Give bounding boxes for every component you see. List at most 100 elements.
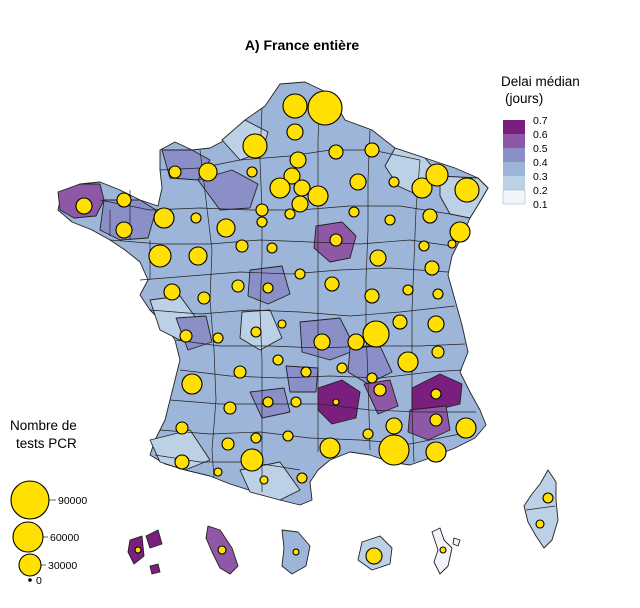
pcr-bubble [282, 93, 308, 119]
pcr-bubble [411, 177, 433, 199]
pcr-bubble [535, 519, 545, 529]
pcr-bubble [349, 173, 367, 191]
pcr-bubble [179, 329, 193, 343]
pcr-bubble [324, 276, 340, 292]
pcr-bubble [392, 314, 408, 330]
color-tick-4: 0.3 [533, 171, 548, 183]
pcr-bubble [365, 547, 383, 565]
pcr-bubble [296, 472, 308, 484]
pcr-bubble [542, 492, 554, 504]
pcr-bubble [231, 279, 245, 293]
pcr-bubble [388, 176, 400, 188]
pcr-bubble [256, 216, 268, 228]
pcr-bubble [190, 212, 202, 224]
pcr-bubble [429, 413, 443, 427]
color-legend-swatches [502, 120, 526, 205]
pcr-bubble [217, 545, 227, 555]
pcr-bubble [424, 260, 440, 276]
pcr-bubble [148, 244, 172, 268]
size-legend-label-30000: 30000 [48, 560, 77, 572]
pcr-bubble [197, 291, 211, 305]
dept-region-brittany-mid [99, 199, 157, 241]
color-legend-ticks: 0.7 0.6 0.5 0.4 0.3 0.2 0.1 [533, 115, 548, 211]
size-legend-title-line2: tests PCR [16, 436, 77, 451]
pcr-bubble [134, 546, 142, 554]
pcr-bubble [250, 326, 262, 338]
pcr-bubble [269, 177, 291, 199]
pcr-bubble [329, 233, 343, 247]
pcr-bubble [168, 165, 182, 179]
color-swatch-5 [502, 189, 526, 205]
pcr-bubble [262, 396, 274, 408]
pcr-bubble [175, 421, 189, 435]
pcr-bubbles-layer [75, 90, 554, 565]
pcr-bubble [188, 246, 208, 266]
dept-region-drome [363, 379, 399, 415]
pcr-bubble [418, 240, 430, 252]
pcr-bubble [290, 396, 302, 408]
size-legend-circle-60000 [12, 521, 44, 553]
pcr-bubble [272, 354, 284, 366]
color-swatch-2 [503, 148, 525, 162]
pcr-bubble [373, 383, 387, 397]
pcr-bubble [284, 208, 296, 220]
pcr-bubble [455, 417, 477, 439]
pcr-bubble [402, 284, 414, 296]
pcr-bubble [449, 221, 471, 243]
corsica-border [525, 505, 556, 511]
pcr-bubble [336, 362, 348, 374]
pcr-bubble [116, 192, 132, 208]
pcr-bubble [431, 345, 445, 359]
pcr-bubble [115, 221, 133, 239]
pcr-bubble [369, 249, 387, 267]
pcr-bubble [198, 162, 218, 182]
pcr-bubble [221, 437, 235, 451]
pcr-bubble [240, 448, 264, 472]
pcr-bubble [307, 90, 343, 126]
size-legend: Nombre de tests PCR 90000 60000 30000 0 [10, 418, 87, 587]
metropolitan-france-map [57, 81, 559, 549]
pcr-bubble [385, 417, 403, 435]
pcr-bubble [246, 166, 258, 178]
pcr-bubble [397, 351, 419, 373]
pcr-bubble [319, 437, 341, 459]
pcr-bubble [163, 283, 181, 301]
pcr-bubble [262, 282, 274, 294]
pcr-bubble [286, 123, 304, 141]
pcr-bubble [378, 434, 410, 466]
size-legend-title-line1: Nombre de [10, 418, 77, 433]
pcr-bubble [362, 320, 390, 348]
mayotte-islet [452, 537, 461, 547]
pcr-bubble [250, 432, 262, 444]
pcr-bubble [291, 195, 309, 213]
pcr-bubble [292, 548, 300, 556]
dept-region-pyrenees-light [239, 461, 301, 501]
pcr-bubble [425, 441, 447, 463]
color-legend-title-line2: (jours) [505, 91, 543, 106]
pcr-bubble [430, 388, 442, 400]
color-tick-1: 0.6 [533, 129, 548, 141]
size-legend-circle-30000 [18, 553, 42, 577]
pcr-bubble [255, 203, 269, 217]
map-title: A) France entière [245, 37, 360, 53]
pcr-bubble [307, 185, 329, 207]
pcr-bubble [283, 167, 301, 185]
pcr-bubble [432, 288, 444, 300]
pcr-bubble [181, 373, 203, 395]
color-tick-0: 0.7 [533, 115, 548, 127]
pcr-bubble [447, 239, 457, 249]
color-tick-5: 0.2 [533, 185, 548, 197]
size-legend-label-0: 0 [36, 575, 42, 587]
pcr-bubble [384, 214, 396, 226]
pcr-bubble [216, 218, 236, 238]
corsica-outline [523, 469, 559, 549]
pcr-bubble [242, 133, 268, 159]
color-swatch-1 [503, 134, 525, 148]
color-legend-title-line1: Delai médian [501, 74, 580, 89]
pcr-bubble [223, 401, 237, 415]
guadeloupe [127, 529, 163, 575]
pcr-bubble [332, 398, 340, 406]
color-tick-6: 0.1 [533, 199, 548, 211]
pcr-bubble [293, 179, 311, 197]
pcr-bubble [266, 242, 278, 254]
